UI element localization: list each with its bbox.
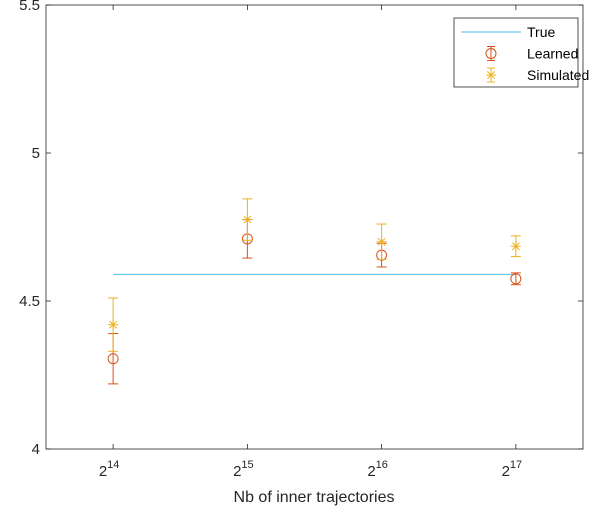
legend-label: Simulated xyxy=(527,67,589,83)
legend-entry: Learned xyxy=(485,46,578,62)
star-marker xyxy=(376,236,387,247)
x-tick-label: 216 xyxy=(367,459,388,480)
x-axis-label: Nb of inner trajectories xyxy=(234,489,395,506)
star-stroke xyxy=(487,71,495,79)
x-tick-exponent: 14 xyxy=(107,459,119,471)
x-tick-base: 2 xyxy=(233,463,241,480)
star-marker xyxy=(510,241,521,252)
data-point xyxy=(107,333,119,385)
star-marker xyxy=(486,70,496,80)
legend-label: True xyxy=(527,24,555,40)
legend: True Learned Simulated xyxy=(453,17,589,88)
star-stroke xyxy=(377,237,386,246)
star-marker xyxy=(242,214,253,225)
x-tick-exponent: 16 xyxy=(376,459,388,471)
circle-marker xyxy=(107,353,119,365)
y-tick-label: 5.5 xyxy=(19,0,40,14)
legend-label: Learned xyxy=(527,46,578,62)
star-stroke xyxy=(243,215,252,224)
series-learned xyxy=(107,219,522,385)
legend-entry: Simulated xyxy=(486,67,589,83)
star-stroke xyxy=(511,242,520,251)
star-marker xyxy=(108,319,119,330)
data-point xyxy=(510,272,522,286)
x-tick-exponent: 17 xyxy=(510,459,522,471)
x-tick-label: 217 xyxy=(502,459,523,480)
circle-marker xyxy=(485,48,497,59)
x-tick-base: 2 xyxy=(99,463,107,480)
x-tick-label: 214 xyxy=(99,459,120,480)
x-tick-label: 215 xyxy=(233,459,254,480)
data-layer xyxy=(107,198,522,385)
circle-marker xyxy=(510,273,522,285)
legend-entry: True xyxy=(461,24,555,40)
data-point xyxy=(242,198,253,241)
data-point xyxy=(108,297,119,352)
x-tick-base: 2 xyxy=(502,463,510,480)
x-tick-exponent: 15 xyxy=(241,459,253,471)
legend-box xyxy=(453,17,579,88)
y-tick-label: 5 xyxy=(32,145,40,162)
data-point xyxy=(376,223,387,261)
y-tick-label: 4.5 xyxy=(19,293,40,310)
data-point xyxy=(510,235,521,258)
x-tick-base: 2 xyxy=(367,463,375,480)
series-simulated xyxy=(108,198,521,352)
y-tick-label: 4 xyxy=(32,441,40,458)
star-stroke xyxy=(109,320,118,329)
